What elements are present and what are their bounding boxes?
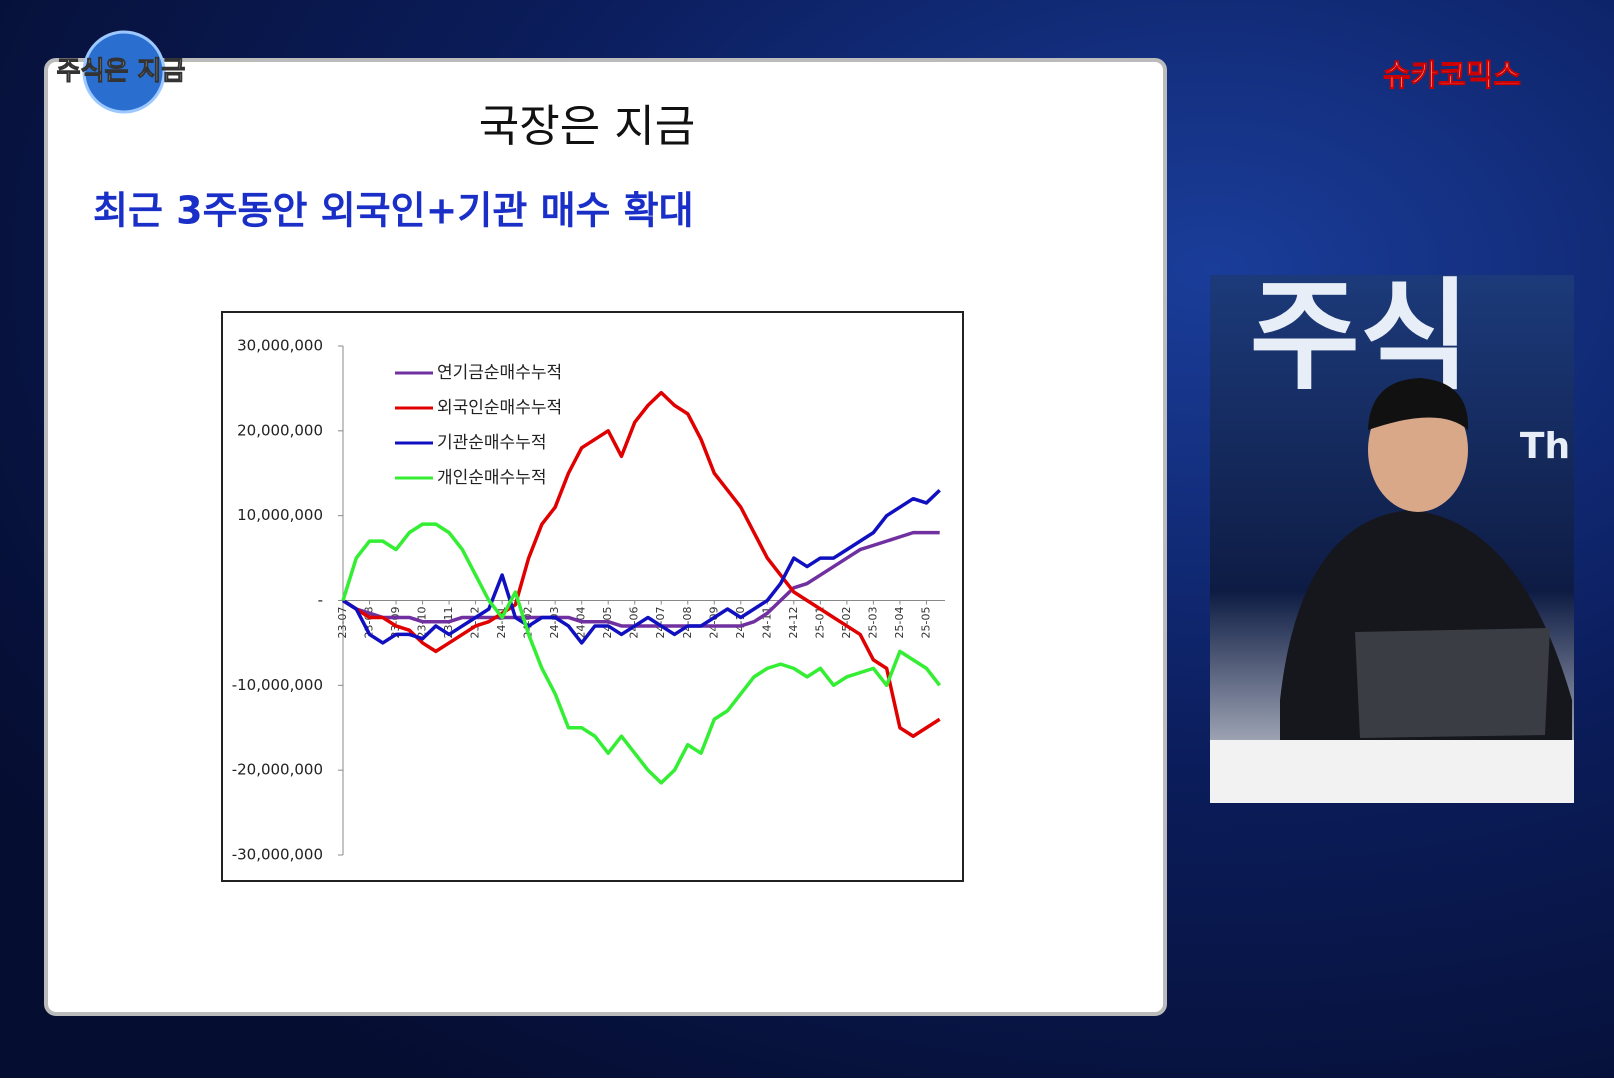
x-tick-label: 25-03 [866, 607, 879, 639]
x-tick-label: 23-07 [336, 607, 349, 639]
presenter-hair [1368, 378, 1469, 430]
slide-subtitle: 최근 3주동안 외국인+기관 매수 확대 [93, 189, 694, 233]
x-tick-label: 24-10 [734, 607, 747, 639]
x-tick-label: 24-08 [681, 607, 694, 639]
legend-label: 개인순매수누적 [437, 468, 546, 488]
slide-title: 국장은 지금 [479, 101, 695, 152]
plot: 30,000,000 20,000,000 10,000,000 - -10,000,0… [232, 337, 945, 864]
x-tick-label: 23-09 [389, 607, 402, 639]
x-tick-label: 24-03 [548, 607, 561, 639]
y-tick-label: -10,000,000 [232, 676, 323, 694]
series-line [342, 530, 940, 628]
chart-frame [221, 311, 964, 882]
x-tick-label: 25-05 [919, 607, 932, 639]
x-tick-label: 25-04 [893, 607, 906, 639]
x-tick-label: 24-06 [628, 607, 641, 639]
channel-logo: 슈카코믹스 [1383, 59, 1521, 94]
laptop [1355, 628, 1550, 738]
logo-globe [82, 30, 166, 114]
series-line [342, 488, 941, 645]
backdrop-sub: Th [1520, 426, 1570, 467]
y-tick-label: 10,000,000 [237, 506, 323, 524]
x-tick-label: 25-01 [813, 607, 826, 639]
y-tick-label: -20,000,000 [232, 761, 323, 779]
x-tick-label: 24-12 [787, 607, 800, 639]
series-line [342, 390, 941, 738]
desk [1210, 740, 1574, 803]
y-tick-label: - [318, 591, 323, 609]
legend-label: 연기금순매수누적 [437, 363, 562, 383]
show-logo: 주식은 지금 [57, 57, 186, 87]
y-tick-label: 20,000,000 [237, 421, 323, 439]
y-tick-label: -30,000,000 [232, 846, 323, 864]
x-tick-label: 24-02 [522, 607, 535, 639]
x-tick-label: 24-07 [654, 607, 667, 639]
legend-label: 외국인순매수누적 [437, 398, 562, 418]
legend-label: 기관순매수누적 [437, 433, 546, 453]
series-line [341, 522, 942, 785]
x-tick-label: 25-02 [840, 607, 853, 639]
y-tick-label: 30,000,000 [237, 337, 323, 355]
